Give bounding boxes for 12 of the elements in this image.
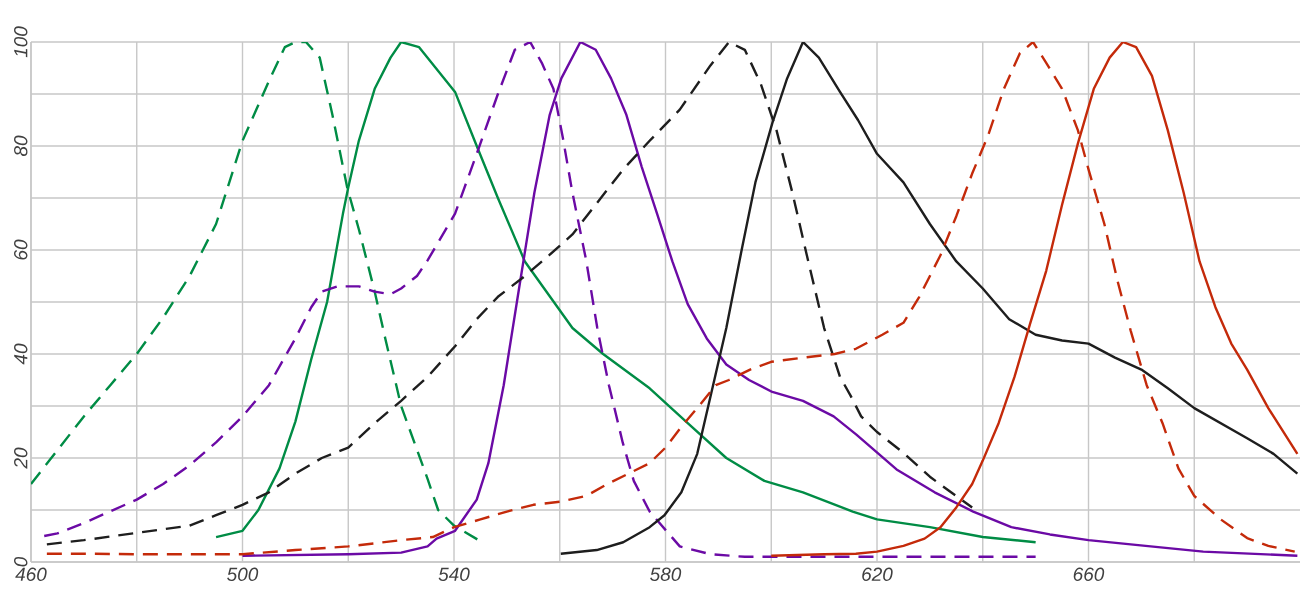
y-tick-label: 20 xyxy=(14,447,28,469)
y-tick-label: 60 xyxy=(14,239,28,260)
x-tick-label: 540 xyxy=(438,567,470,581)
x-tick-label: 620 xyxy=(862,567,893,581)
y-tick-label: 100 xyxy=(14,26,28,58)
y-tick-label: 40 xyxy=(14,343,28,365)
x-tick-label: 660 xyxy=(1073,567,1105,581)
y-tick-label: 0 xyxy=(14,556,28,567)
x-tick-label: 580 xyxy=(650,567,682,581)
y-tick-label: 80 xyxy=(14,135,28,157)
x-tick-label: 500 xyxy=(227,567,259,581)
x-tick-label: 460 xyxy=(15,567,47,581)
